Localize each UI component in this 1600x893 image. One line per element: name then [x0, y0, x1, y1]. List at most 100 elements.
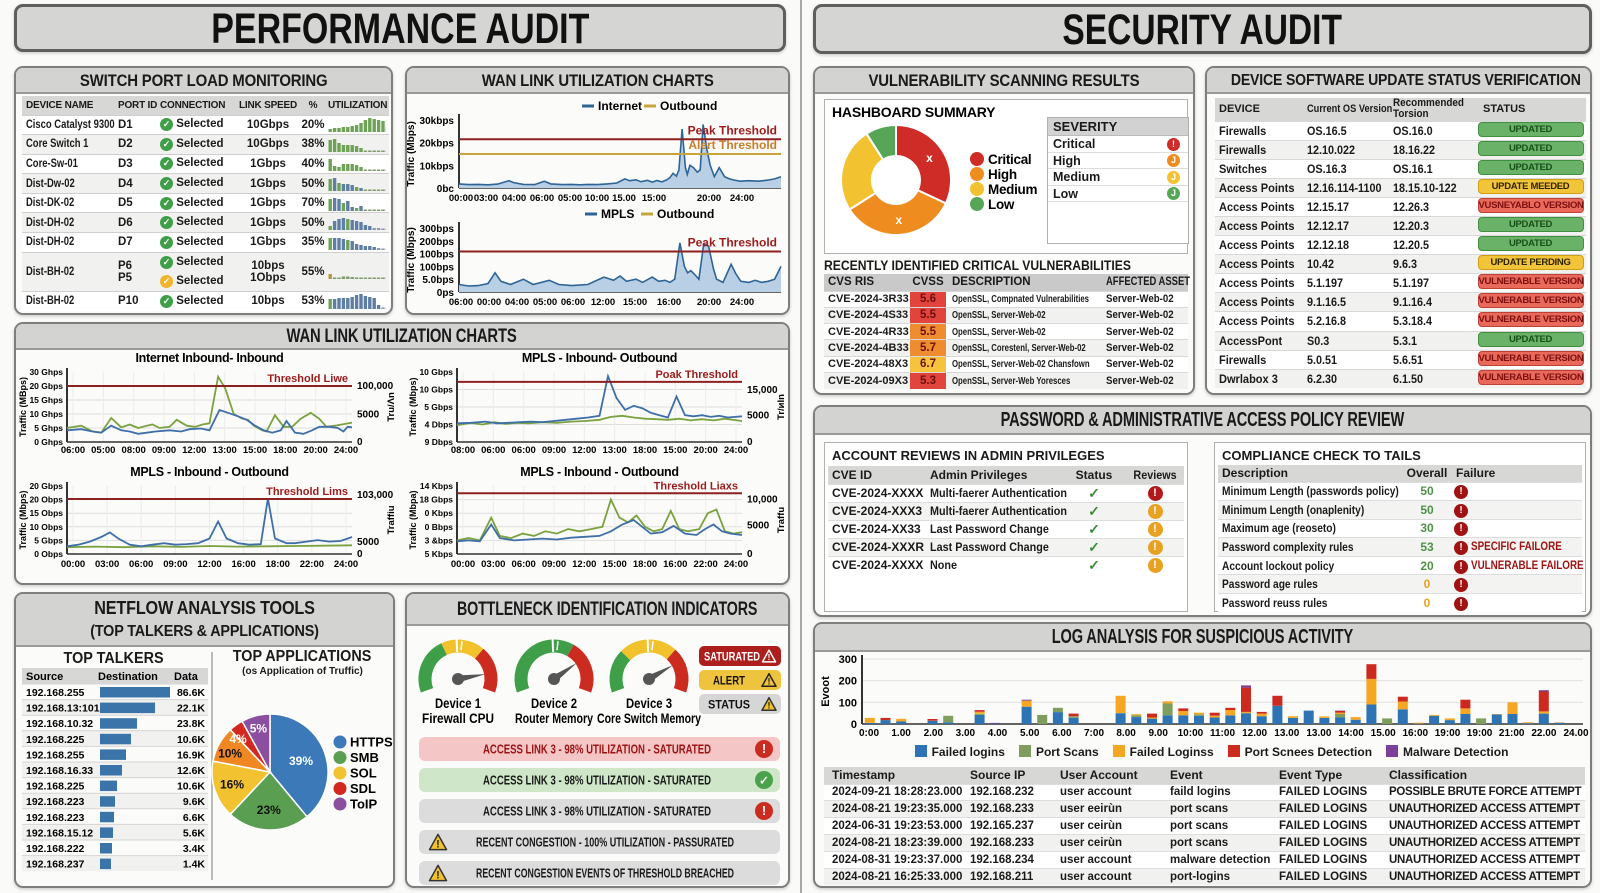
svg-text:03:00: 03:00 — [95, 559, 119, 570]
svg-text:04:00: 04:00 — [502, 193, 526, 204]
svg-text:24:00: 24:00 — [724, 559, 748, 570]
svg-text:Critical: Critical — [988, 152, 1031, 167]
svg-text:MPLS: MPLS — [601, 207, 634, 221]
svg-text:09:00: 09:00 — [163, 559, 187, 570]
svg-text:Outbound: Outbound — [657, 207, 714, 221]
svg-text:✓: ✓ — [759, 774, 769, 788]
svg-text:13:00: 13:00 — [213, 445, 237, 456]
svg-text:18:00: 18:00 — [266, 559, 290, 570]
svg-text:Threshold Lims: Threshold Lims — [266, 486, 348, 498]
svg-text:00:00: 00:00 — [449, 193, 473, 204]
svg-text:04:00: 04:00 — [505, 297, 529, 308]
svg-text:12:00: 12:00 — [572, 445, 596, 456]
svg-text:15:00: 15:00 — [623, 297, 647, 308]
svg-text:Threshold Liaxs: Threshold Liaxs — [654, 480, 738, 492]
svg-text:0: 0 — [747, 437, 753, 448]
svg-text:15:00: 15:00 — [642, 193, 666, 204]
svg-text:15.00: 15.00 — [1371, 728, 1396, 739]
svg-text:103,000: 103,000 — [357, 490, 394, 501]
svg-text:192.168.16.33: 192.168.16.33 — [26, 765, 93, 777]
svg-text:Core Switch Memory: Core Switch Memory — [597, 711, 701, 726]
svg-text:Device 2: Device 2 — [531, 696, 577, 711]
svg-text:3 &bps: 3 &bps — [425, 535, 454, 545]
svg-text:x: x — [926, 151, 933, 165]
svg-text:20 Gbps: 20 Gbps — [29, 481, 63, 491]
svg-text:06:00: 06:00 — [129, 559, 153, 570]
svg-text:21:00: 21:00 — [1499, 728, 1525, 739]
svg-text:4 Dbps: 4 Dbps — [425, 420, 454, 430]
svg-text:Traffu: Traffu — [776, 507, 787, 534]
svg-text:24:00: 24:00 — [724, 445, 748, 456]
svg-text:5 Gbps: 5 Gbps — [34, 535, 63, 545]
svg-text:Device 3: Device 3 — [626, 696, 672, 711]
svg-text:!: ! — [768, 653, 771, 662]
svg-text:03:00: 03:00 — [481, 559, 505, 570]
svg-text:SDL: SDL — [350, 781, 376, 796]
svg-text:ACCESS LINK 3 - 98% UTILIZATIO: ACCESS LINK 3 - 98% UTILIZATION - SATURA… — [483, 743, 711, 757]
svg-text:20:00: 20:00 — [304, 445, 328, 456]
svg-text:MPLS - Inbound- Outbound: MPLS - Inbound- Outbound — [522, 352, 677, 365]
svg-text:0:00: 0:00 — [859, 728, 879, 739]
svg-text:192.168.255: 192.168.255 — [26, 749, 85, 761]
svg-text:2.00: 2.00 — [924, 728, 944, 739]
svg-text:24:00: 24:00 — [730, 193, 754, 204]
svg-text:Alert Threshold: Alert Threshold — [688, 138, 777, 152]
svg-text:Destination: Destination — [98, 671, 158, 683]
svg-text:200: 200 — [839, 676, 857, 688]
svg-text:20:00: 20:00 — [697, 193, 721, 204]
svg-text:10:00: 10:00 — [1178, 728, 1204, 739]
svg-text:Tr/иIn: Tr/иIn — [776, 394, 787, 420]
svg-text:12.6K: 12.6K — [177, 765, 205, 777]
svg-text:13.00: 13.00 — [1274, 728, 1299, 739]
svg-text:Firewall CPU: Firewall CPU — [422, 711, 494, 726]
svg-text:10 Gbps: 10 Gbps — [419, 385, 453, 395]
svg-text:00:00: 00:00 — [451, 559, 475, 570]
svg-text:192.168.15.12: 192.168.15.12 — [26, 827, 93, 839]
svg-text:10 Gbps: 10 Gbps — [419, 367, 453, 377]
svg-text:06:00: 06:00 — [530, 193, 554, 204]
svg-text:5%: 5% — [250, 722, 268, 736]
svg-text:00:00: 00:00 — [61, 559, 85, 570]
svg-text:5 Gbps: 5 Gbps — [424, 402, 453, 412]
svg-text:3.00: 3.00 — [956, 728, 976, 739]
svg-text:1.00: 1.00 — [891, 728, 911, 739]
svg-text:Source: Source — [26, 671, 63, 683]
svg-text:100,000: 100,000 — [357, 381, 394, 392]
svg-text:08:00: 08:00 — [451, 445, 475, 456]
svg-text:6.00: 6.00 — [1052, 728, 1072, 739]
svg-text:5000: 5000 — [747, 410, 770, 421]
svg-text:Tru/Λn: Tru/Λn — [386, 392, 397, 422]
svg-text:06:00: 06:00 — [449, 297, 473, 308]
svg-text:192.168.225: 192.168.225 — [26, 734, 85, 746]
svg-text:High: High — [988, 167, 1017, 182]
svg-text:192.168.255: 192.168.255 — [26, 687, 85, 699]
svg-text:HASHBOARD SUMMARY: HASHBOARD SUMMARY — [832, 104, 996, 120]
svg-text:5 Ghps: 5 Ghps — [34, 423, 63, 433]
svg-text:16:00: 16:00 — [1403, 728, 1429, 739]
svg-text:192.168.10.32: 192.168.10.32 — [26, 718, 93, 730]
svg-text:300: 300 — [839, 654, 857, 666]
svg-text:24:00: 24:00 — [334, 445, 358, 456]
svg-text:30 Ghps: 30 Ghps — [29, 367, 63, 377]
svg-text:!: ! — [762, 803, 766, 818]
svg-text:15.00: 15.00 — [612, 193, 636, 204]
svg-text:06:00: 06:00 — [512, 445, 536, 456]
svg-text:14:00: 14:00 — [1338, 728, 1364, 739]
svg-text:192.168.237: 192.168.237 — [26, 859, 85, 871]
svg-text:16:00: 16:00 — [231, 559, 255, 570]
svg-text:!: ! — [768, 700, 771, 710]
svg-text:0bc: 0bc — [437, 184, 455, 195]
svg-text:STATUS: STATUS — [708, 698, 750, 712]
svg-text:09:00: 09:00 — [152, 445, 176, 456]
svg-text:10kbps: 10kbps — [420, 161, 455, 172]
svg-text:20 Obps: 20 Obps — [29, 495, 63, 505]
svg-text:20:00: 20:00 — [697, 297, 721, 308]
svg-text:18 Gbps: 18 Gbps — [419, 495, 453, 505]
svg-text:SATURATED: SATURATED — [704, 650, 760, 664]
svg-text:192.168.13:101: 192.168.13:101 — [26, 703, 100, 715]
svg-text:Data: Data — [174, 671, 199, 683]
svg-text:8.00: 8.00 — [1116, 728, 1136, 739]
svg-text:0 Obps: 0 Obps — [34, 549, 63, 559]
svg-text:16:00: 16:00 — [657, 297, 681, 308]
svg-text:4%: 4% — [229, 732, 247, 746]
